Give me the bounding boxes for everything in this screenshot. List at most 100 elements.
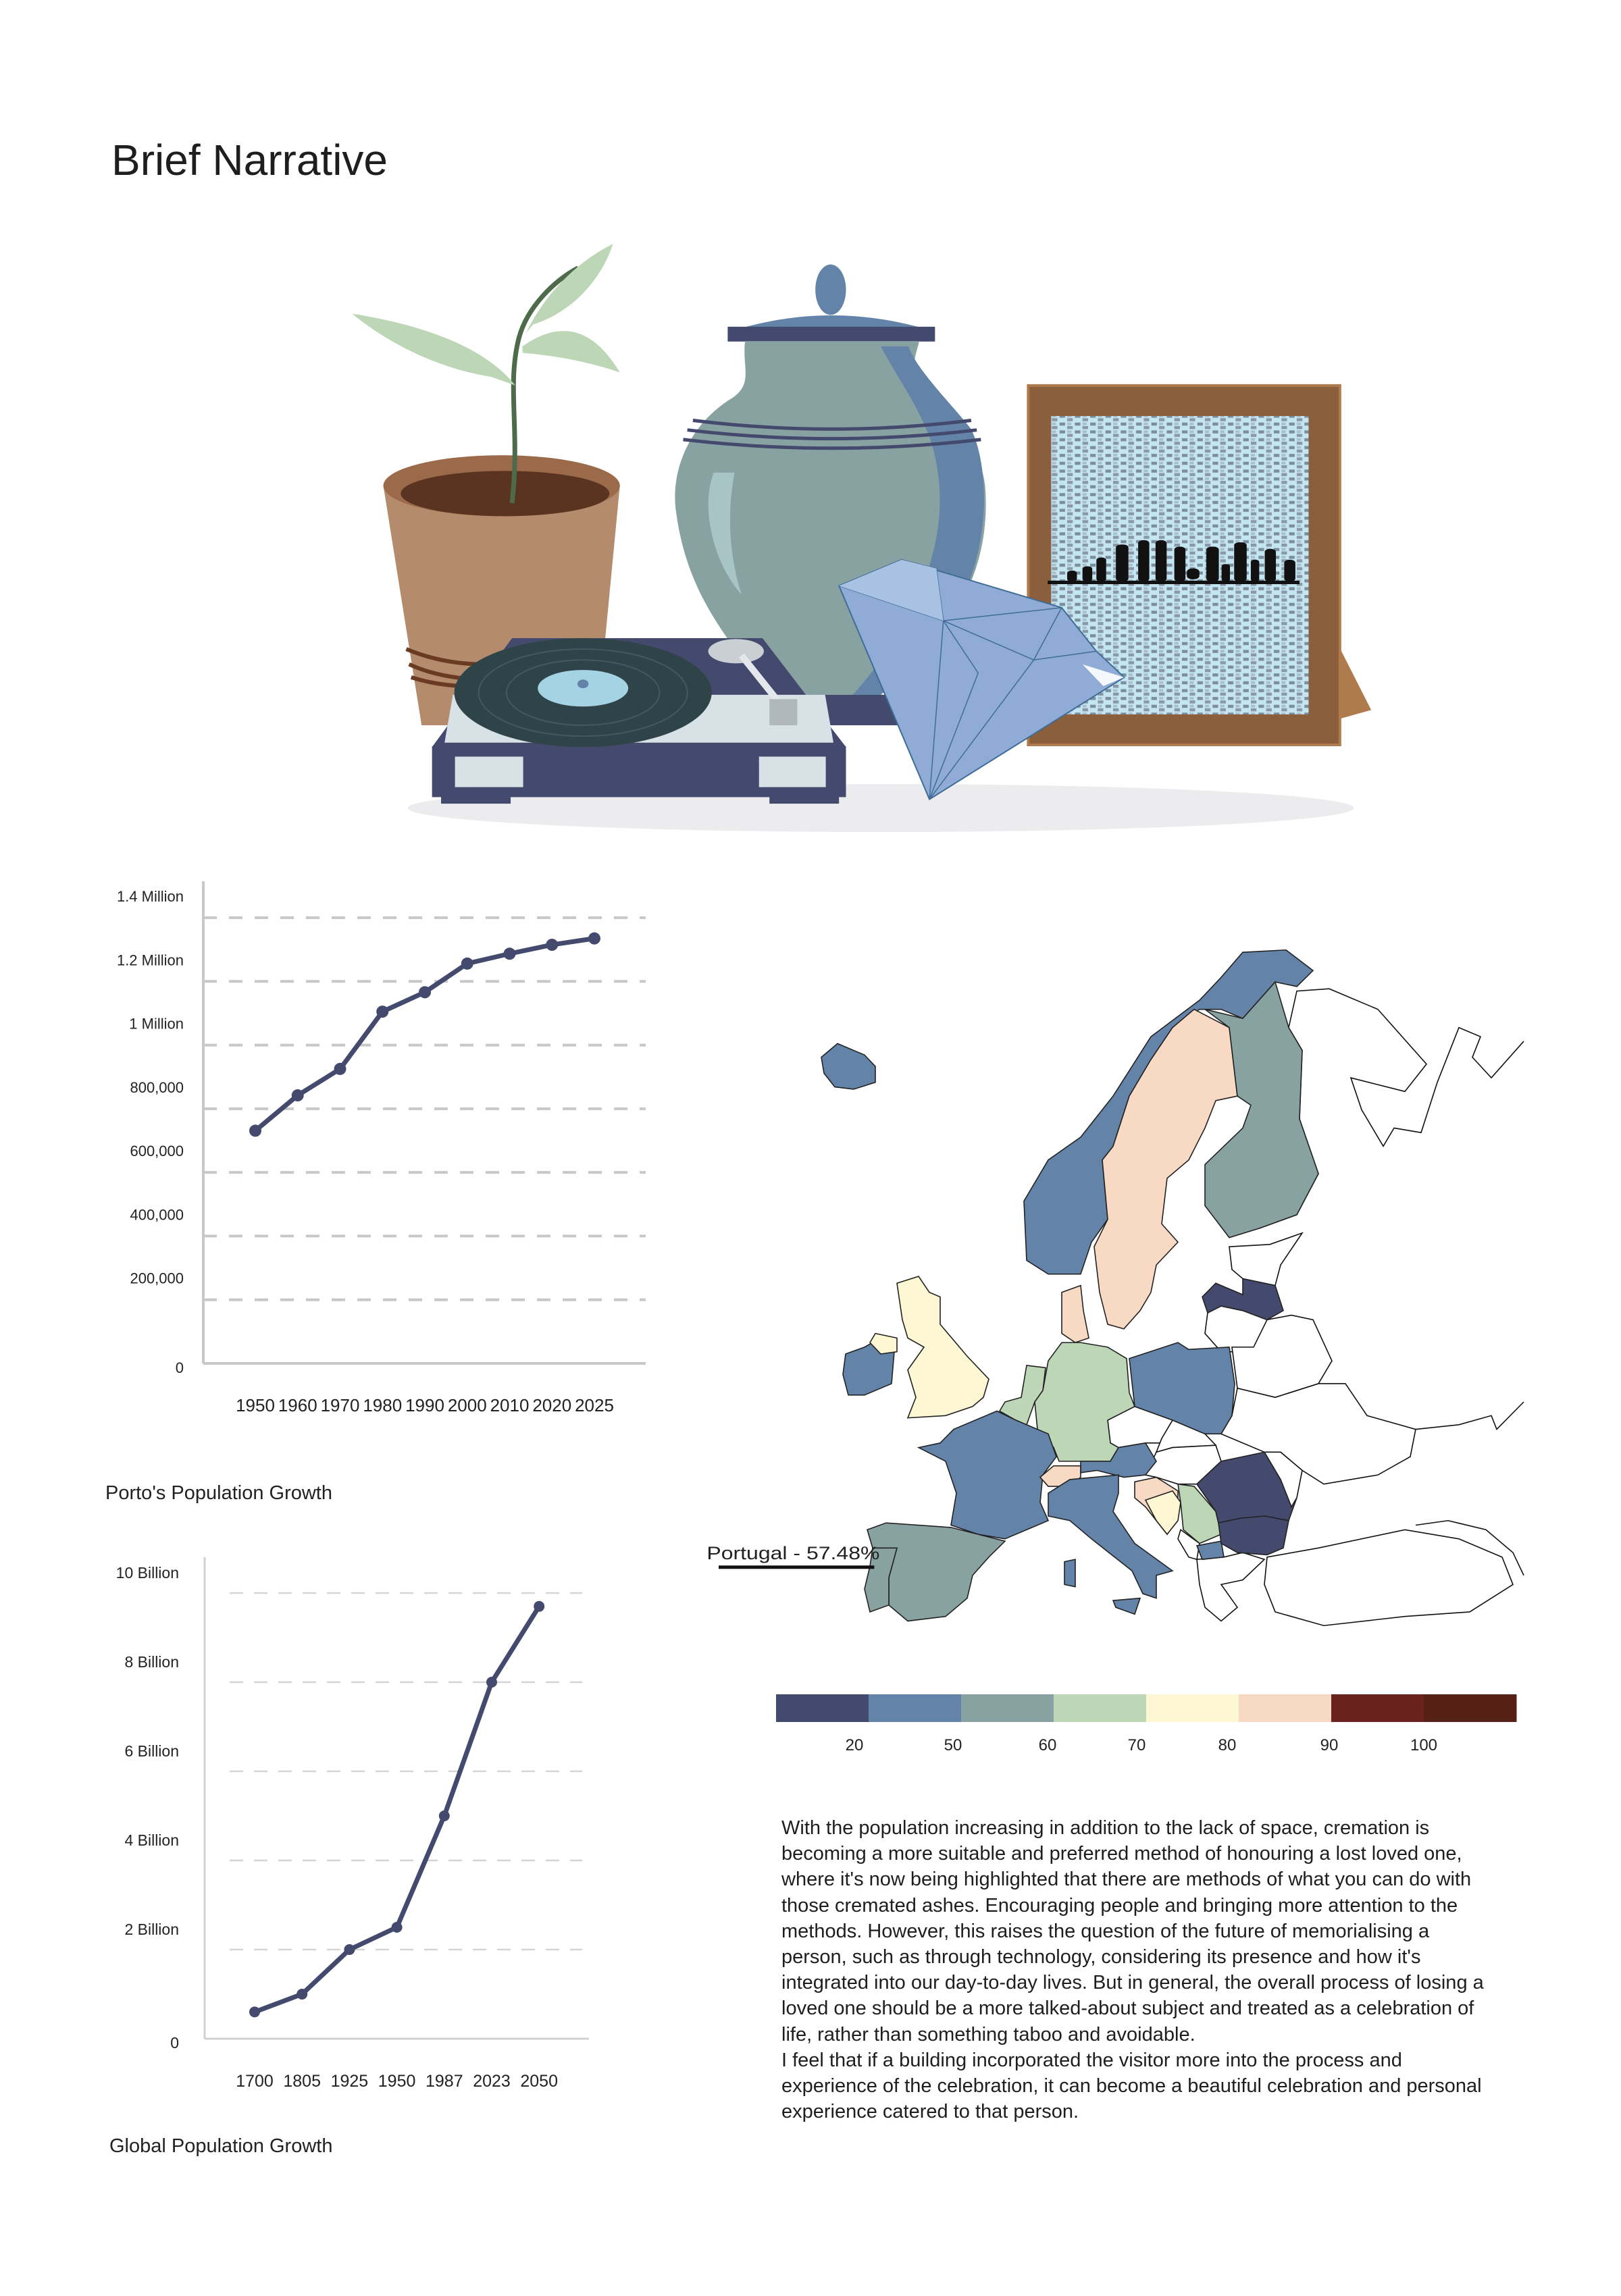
- data-point: [249, 2006, 260, 2018]
- legend-swatch: [1146, 1694, 1239, 1722]
- data-point: [297, 1989, 308, 2000]
- legend-swatch: [1424, 1694, 1517, 1722]
- x-tick-label: 2010: [490, 1395, 530, 1415]
- y-tick-label: 800,000: [130, 1079, 184, 1096]
- x-tick-label: 2020: [532, 1395, 571, 1415]
- chart-title: Global Population Growth: [109, 2135, 332, 2157]
- y-tick-label: 0: [176, 1359, 184, 1376]
- narrative-text: With the population increasing in additi…: [781, 1815, 1497, 2124]
- country-portugal: [865, 1548, 897, 1612]
- y-tick-label: 0: [170, 2034, 179, 2052]
- y-tick-label: 400,000: [130, 1206, 184, 1223]
- x-tick-label: 1950: [236, 1395, 275, 1415]
- data-point: [546, 939, 559, 951]
- x-tick-label: 1960: [278, 1395, 317, 1415]
- memorial-objects-illustration: [352, 244, 1372, 833]
- y-tick-label: 200,000: [130, 1270, 184, 1287]
- x-tick-label: 2000: [448, 1395, 487, 1415]
- x-tick-label: 2050: [520, 2072, 558, 2091]
- x-tick-label: 1950: [378, 2072, 416, 2091]
- country-france: [919, 1411, 1056, 1539]
- country-italy: [1113, 1598, 1140, 1615]
- country-estonia: [1229, 1233, 1302, 1286]
- legend-swatch: [776, 1694, 869, 1722]
- legend-label: 100: [1410, 1736, 1437, 1754]
- photo-frame-icon: [1028, 386, 1372, 745]
- y-tick-label: 1.2 Million: [117, 951, 184, 968]
- x-tick-label: 1980: [363, 1395, 402, 1415]
- country-finland: [1205, 982, 1318, 1238]
- country-russia-south: [1416, 1402, 1524, 1430]
- chart-title: Porto's Population Growth: [105, 1482, 332, 1504]
- legend-swatch: [1239, 1694, 1332, 1722]
- family-silhouette: [1067, 540, 1295, 582]
- country-sweden: [1094, 1010, 1237, 1329]
- narrative-paragraph: With the population increasing in additi…: [781, 1817, 1484, 2045]
- y-tick-label: 10 Billion: [116, 1564, 179, 1582]
- x-tick-label: 1990: [405, 1395, 444, 1415]
- legend-swatch: [1331, 1694, 1424, 1722]
- legend-label: 70: [1128, 1736, 1146, 1754]
- data-point: [503, 947, 516, 960]
- country-great-britain: [897, 1276, 989, 1418]
- legend-label: 60: [1039, 1736, 1057, 1754]
- data-point: [486, 1677, 497, 1688]
- country-north-macedonia: [1197, 1541, 1224, 1559]
- legend-swatch: [1054, 1694, 1147, 1722]
- data-point: [249, 1124, 261, 1137]
- data-point: [588, 932, 600, 945]
- data-point: [334, 1062, 346, 1075]
- y-tick-label: 1.4 Million: [117, 888, 184, 905]
- global-population-chart: 0 2 Billion 4 Billion 6 Billion 8 Billion 10 …: [109, 1557, 589, 2157]
- data-point: [534, 1600, 545, 1612]
- x-tick-label: 2023: [473, 2072, 511, 2091]
- data-point: [344, 1944, 355, 1955]
- country-turkey: [1264, 1530, 1513, 1625]
- country-romania: [1197, 1452, 1297, 1523]
- legend-label: 50: [944, 1736, 962, 1754]
- country-northern-ireland: [870, 1334, 897, 1354]
- legend-swatch: [961, 1694, 1054, 1722]
- data-point: [438, 1810, 450, 1821]
- y-tick-label: 8 Billion: [124, 1653, 179, 1671]
- country-poland: [1129, 1342, 1235, 1434]
- legend-label: 20: [846, 1736, 864, 1754]
- diamond-icon: [839, 560, 1124, 800]
- data-point: [419, 986, 431, 999]
- series-line: [253, 1604, 542, 2014]
- caucasus: [1416, 1521, 1524, 1575]
- narrative-paragraph: I feel that if a building incorporated t…: [781, 2049, 1482, 2123]
- country-bosnia: [1146, 1491, 1181, 1534]
- country-greece: [1197, 1553, 1264, 1621]
- record-player-icon: [432, 638, 846, 804]
- y-tick-label: 1 Million: [129, 1016, 184, 1033]
- y-tick-label: 4 Billion: [124, 1831, 179, 1849]
- map-color-legend: 20 50 60 70 80 90 100: [776, 1694, 1517, 1754]
- legend-label: 80: [1218, 1736, 1237, 1754]
- data-point: [376, 1006, 389, 1018]
- series-line: [253, 936, 595, 1133]
- x-tick-label: 1700: [236, 2072, 274, 2091]
- data-point: [461, 957, 473, 970]
- data-point: [291, 1089, 304, 1102]
- country-iceland: [821, 1043, 875, 1089]
- y-tick-label: 600,000: [130, 1143, 184, 1159]
- country-italy: [1064, 1559, 1075, 1587]
- data-point: [391, 1922, 403, 1933]
- country-latvia: [1202, 1278, 1283, 1320]
- legend-label: 90: [1320, 1736, 1339, 1754]
- x-tick-label: 1987: [426, 2072, 463, 2091]
- country-serbia: [1178, 1484, 1221, 1544]
- porto-population-chart: 0 200,000 400,000 600,000 800,000 1 Million 1.…: [105, 881, 646, 1504]
- x-tick-label: 1805: [283, 2072, 321, 2091]
- country-bulgaria: [1218, 1516, 1289, 1555]
- europe-cremation-map: Portugal - 57.48%: [706, 950, 1524, 1625]
- country-italy: [1048, 1475, 1173, 1598]
- y-tick-label: 2 Billion: [124, 1921, 179, 1938]
- x-tick-label: 1970: [321, 1395, 360, 1415]
- page-title: Brief Narrative: [111, 136, 388, 184]
- legend-swatch: [869, 1694, 962, 1722]
- country-denmark: [1062, 1286, 1089, 1343]
- x-tick-label: 1925: [331, 2072, 369, 2091]
